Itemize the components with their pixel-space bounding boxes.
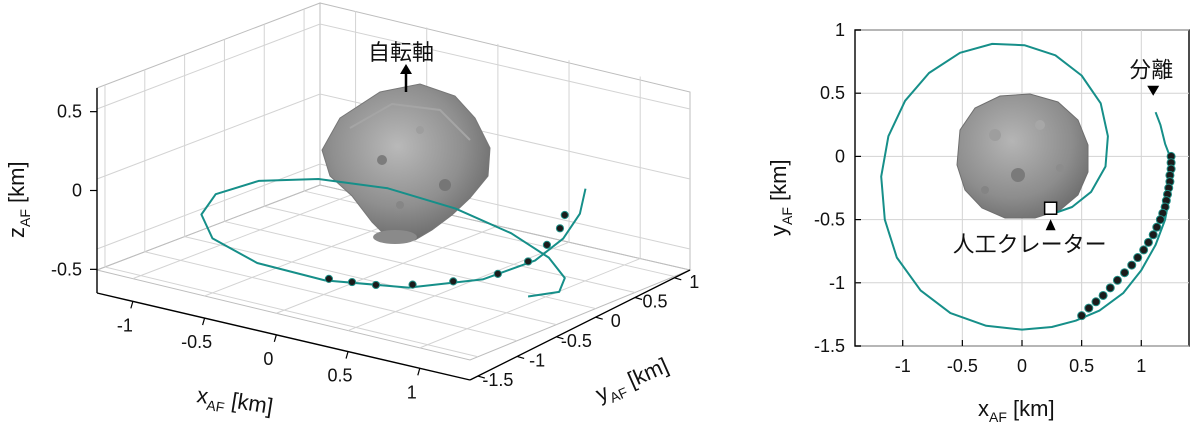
left-floor-grid-line: [347, 241, 570, 332]
left-z-tick-label: -0.5: [51, 259, 82, 279]
y-axis-line: [469, 269, 691, 381]
left-sample-point: [371, 280, 381, 290]
left-y-tick-label: -1: [529, 350, 545, 370]
right-x-tick-label: -1: [895, 356, 911, 376]
right-y-tick-group: 1 0.5 0 -0.5 -1 -1.5: [814, 20, 861, 356]
left-x-tick-label: -0.5: [181, 332, 212, 352]
z-tick-group: 0.5 0 -0.5: [51, 102, 97, 279]
right-sample-points-group: [1077, 151, 1176, 321]
artificial-crater-arrow: [1045, 219, 1056, 231]
right-sample-point: [1105, 283, 1115, 293]
left-floor-grid-line: [419, 258, 641, 349]
right-x-tick-label: 0: [1017, 356, 1027, 376]
x-tick-group: -1 -0.5 0 0.5 1: [117, 301, 421, 402]
right-y-tick-label: 1: [835, 20, 845, 40]
left-floor-grid-line: [104, 266, 478, 358]
right-sample-point: [1152, 222, 1162, 232]
left-floor-grid-line: [276, 225, 499, 314]
asteroid-top-view: [956, 93, 1089, 219]
right-x-tick-label: -0.5: [947, 356, 978, 376]
left-z-tick-label: 0: [72, 181, 82, 201]
right-sample-point: [1155, 215, 1165, 225]
left-floor-grid-line: [224, 220, 596, 310]
left-sample-point: [324, 274, 334, 283]
left-x-tick-mark: [345, 351, 349, 359]
left-sample-point: [560, 210, 569, 220]
rotation-axis-arrowhead: [400, 64, 412, 74]
right-x-tick-label: 0.5: [1069, 356, 1094, 376]
left-sample-point: [524, 257, 533, 266]
artificial-crater-marker: [1043, 201, 1058, 215]
left-x-tick-mark: [417, 368, 421, 376]
left-z-grid-line: [96, 23, 691, 110]
right-sample-point: [1127, 260, 1137, 270]
left-sample-point: [347, 277, 357, 287]
right-x-axis-label: xAF [km]: [978, 396, 1055, 425]
left-z-axis-label: zAF [km]: [4, 161, 33, 238]
left-x-tick-mark: [130, 301, 134, 309]
artificial-crater-label: 人工クレーター: [953, 233, 1107, 258]
left-x-axis-label: xAF [km]: [195, 382, 275, 423]
left-y-tick-mark: [595, 316, 603, 320]
right-2d-panel: -1 -0.5 0 0.5 1 1 0.5 0 -0.5 -1 -1.5 分離 人工クレーター x…: [766, 20, 1190, 425]
left-z-grid-line: [96, 93, 691, 180]
right-y-axis-label: yAF [km]: [766, 159, 795, 236]
right-y-tick-label: 0.5: [820, 83, 845, 103]
left-y-tick-mark: [477, 375, 486, 379]
left-y-tick-label: -1.5: [482, 370, 513, 390]
left-z-grid-line: [96, 163, 691, 250]
right-sample-point: [1084, 303, 1094, 313]
left-sample-point: [493, 269, 502, 278]
y-tick-group: -1.5 -1 -0.5 0 0.5 1: [477, 272, 699, 390]
left-x-tick-label: 0: [263, 349, 273, 369]
right-sample-point: [1148, 230, 1158, 240]
left-x-tick-label: 1: [407, 382, 417, 402]
right-sample-point: [1112, 275, 1122, 285]
right-sample-point: [1098, 290, 1108, 300]
left-x-tick-mark: [273, 334, 277, 342]
left-y-tick-label: 0.5: [642, 292, 667, 312]
left-y-tick-label: 1: [689, 272, 699, 292]
left-sample-point: [408, 280, 417, 289]
x-axis-line: [96, 292, 471, 381]
left-x-tick-mark: [202, 317, 206, 326]
right-y-tick-label: -1.5: [814, 336, 845, 356]
left-x-tick-label: -1: [117, 315, 133, 335]
separation-marker: [1147, 85, 1160, 96]
right-sample-point: [1143, 237, 1153, 247]
left-y-tick-label: 0: [611, 311, 621, 331]
left-3d-panel: 0.5 0 -0.5 -1 -0.5 0 0.5 1 -1.5 -1 -0.5 0 0.5 1 自転軸…: [4, 2, 699, 423]
asteroid-3d: [321, 83, 491, 244]
right-x-tick-label: 1: [1136, 356, 1146, 376]
left-sample-points-group: [324, 210, 569, 290]
right-x-tick-group: -1 -0.5 0 0.5 1: [895, 340, 1146, 376]
right-sample-point: [1077, 311, 1087, 321]
left-y-tick-label: -0.5: [561, 331, 592, 351]
left-z-tick-label: 0.5: [57, 102, 82, 122]
left-y-tick-mark: [516, 355, 525, 360]
rotation-axis-label: 自転軸: [368, 41, 434, 66]
left-sample-point: [555, 224, 565, 233]
right-sample-point: [1139, 245, 1149, 255]
left-sample-point: [449, 277, 458, 286]
left-floor-grid-line: [184, 236, 557, 326]
right-y-tick-label: -0.5: [814, 210, 845, 230]
left-y-tick-mark: [674, 277, 682, 281]
left-y-tick-mark: [634, 296, 643, 301]
left-x-tick-label: 0.5: [328, 366, 353, 386]
left-y-axis-label: yAF [km]: [592, 353, 674, 411]
left-floor-grid-line: [264, 205, 636, 293]
right-y-tick-label: 0: [835, 146, 845, 166]
left-floor-grid-line: [144, 251, 518, 342]
left-grid: [96, 9, 691, 358]
right-sample-point: [1091, 297, 1101, 307]
separation-label: 分離: [1129, 59, 1173, 84]
left-sample-point: [542, 240, 552, 249]
right-sample-point: [1120, 268, 1130, 278]
left-floor-grid-line: [132, 192, 356, 280]
right-sample-point: [1133, 253, 1143, 263]
right-y-tick-label: -1: [829, 273, 845, 293]
left-y-tick-mark: [556, 336, 564, 340]
